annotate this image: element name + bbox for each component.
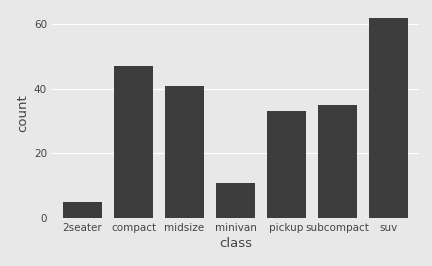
Bar — [64, 202, 102, 218]
Bar — [369, 18, 407, 218]
Y-axis label: count: count — [17, 94, 30, 132]
X-axis label: class: class — [219, 237, 252, 250]
Bar — [165, 86, 203, 218]
Bar — [318, 105, 356, 218]
Bar — [216, 182, 254, 218]
Bar — [267, 111, 305, 218]
Bar — [114, 66, 152, 218]
